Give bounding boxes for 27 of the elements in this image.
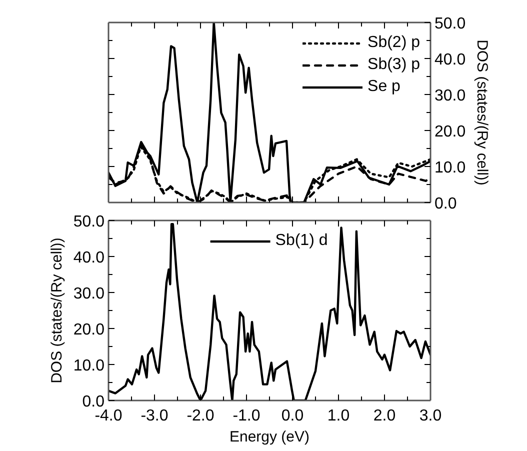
y-tick-label: 0.0: [434, 196, 457, 212]
y-tick-label: 30.0: [434, 88, 466, 104]
y-tick-label: 40.0: [434, 52, 466, 68]
y-axis-title: DOS (states/(Ry cell)): [474, 40, 491, 186]
x-tick-label: 0.0: [281, 408, 304, 424]
x-axis-title: Energy (eV): [229, 428, 310, 446]
y-tick-label: 20.0: [73, 322, 105, 338]
y-axis-title: DOS (states/(Ry cell)): [48, 238, 66, 384]
legend-label: Se p: [368, 77, 400, 97]
y-tick-label: 10.0: [434, 160, 466, 176]
y-tick-label: 40.0: [73, 250, 105, 266]
x-tick-label: 1.0: [327, 408, 350, 424]
y-tick-label: 50.0: [73, 214, 105, 230]
x-tick-label: -2.0: [186, 408, 214, 424]
x-tick-label: 3.0: [419, 408, 442, 424]
x-tick-label: -1.0: [232, 408, 260, 424]
legend-label: Sb(1) d: [275, 231, 328, 251]
y-tick-label: 0.0: [82, 394, 105, 410]
x-tick-label: -4.0: [94, 408, 122, 424]
y-tick-label: 50.0: [434, 16, 466, 32]
x-tick-label: 2.0: [373, 408, 396, 424]
x-tick-label: -3.0: [140, 408, 168, 424]
y-tick-label: 20.0: [434, 124, 466, 140]
y-tick-label: 30.0: [73, 286, 105, 302]
legend-label: Sb(3) p: [368, 55, 420, 75]
legend-label: Sb(2) p: [368, 33, 420, 53]
y-tick-label: 10.0: [73, 358, 105, 374]
